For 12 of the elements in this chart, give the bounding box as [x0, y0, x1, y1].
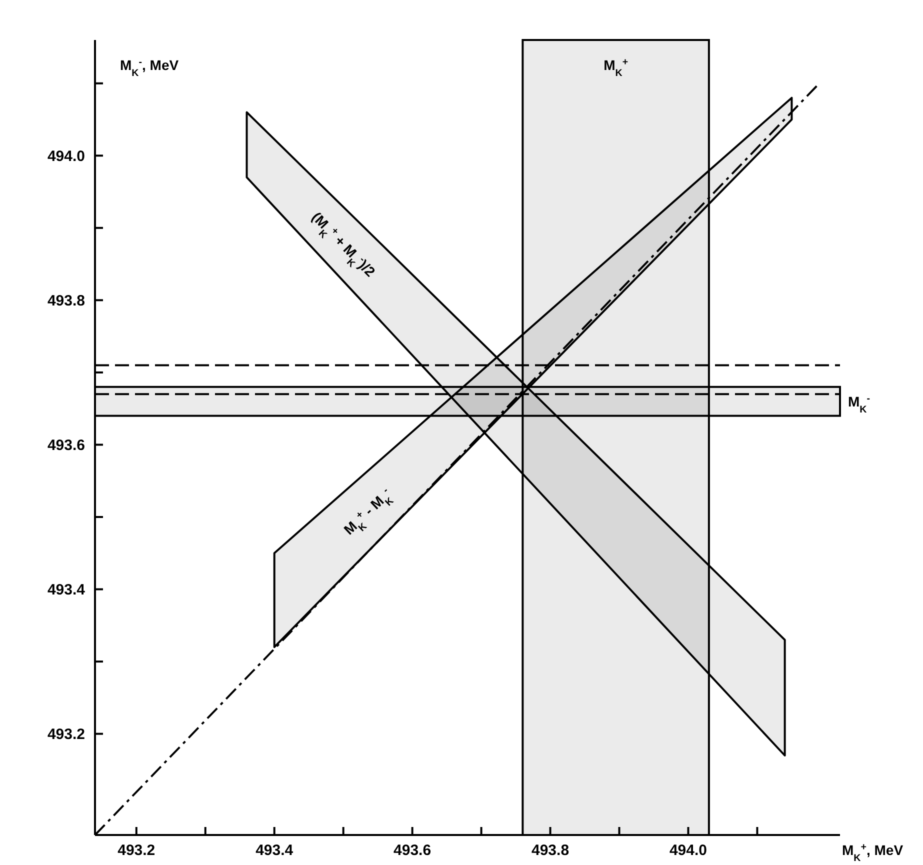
y-axis-title: M$_{K}$$^{-}$, MeV [120, 56, 180, 78]
x-tick-label: 493.6 [394, 842, 432, 859]
x-tick-label: 493.4 [256, 842, 294, 859]
y-tick-label: 493.8 [47, 292, 85, 310]
x-tick-label: 493.2 [118, 842, 156, 859]
y-tick-label: 494.0 [47, 148, 85, 165]
x-tick-label: 494.0 [669, 842, 708, 859]
x-axis-title: M$_{K}$$^{+}$, MeV [842, 842, 904, 864]
y-tick-label: 493.2 [47, 726, 85, 744]
y-tick-label: 493.4 [47, 582, 86, 599]
y-tick-label: 493.6 [47, 436, 85, 454]
x-tick-label: 493.8 [532, 842, 570, 859]
